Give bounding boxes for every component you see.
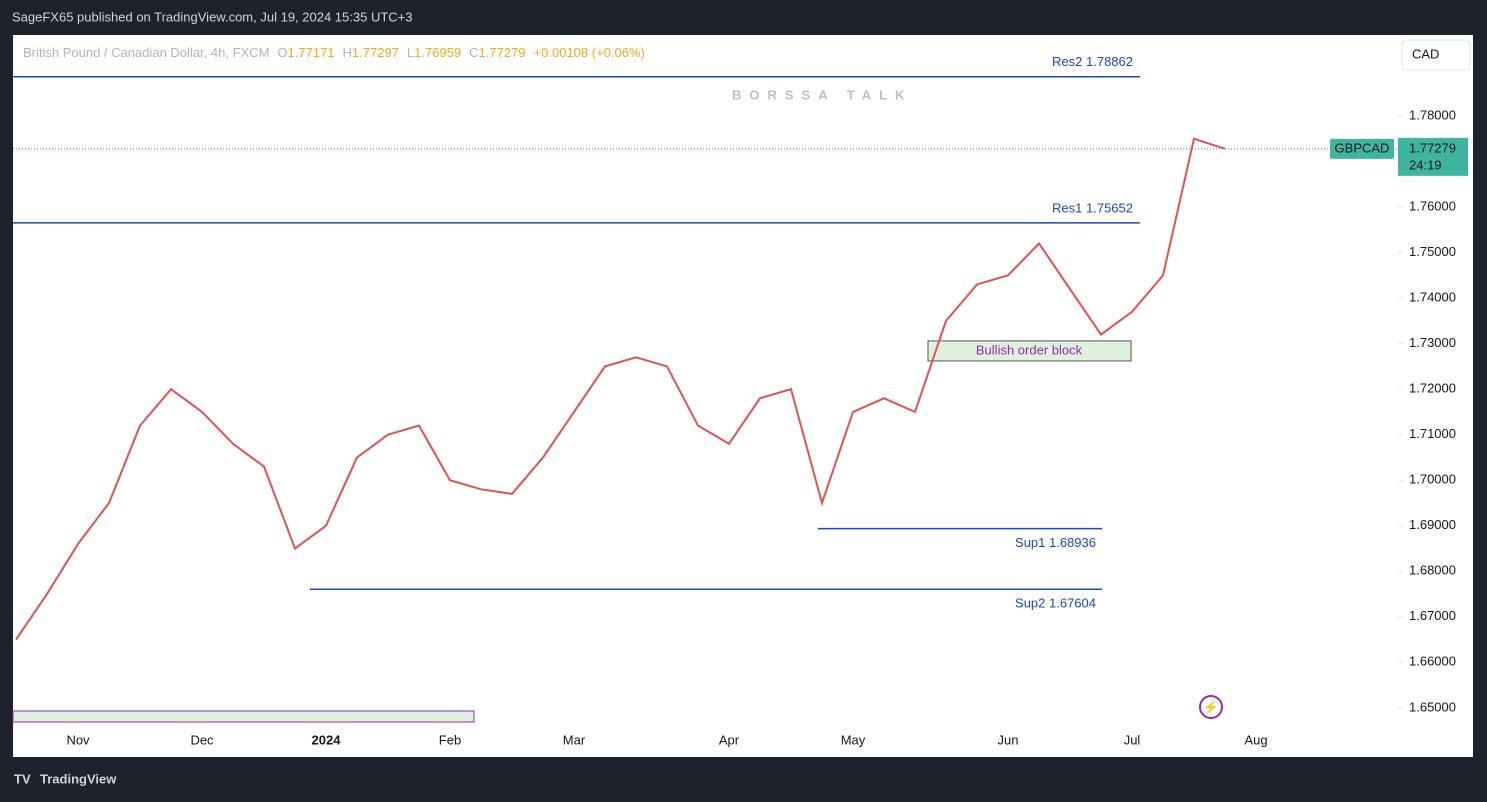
symbol: British Pound / Canadian Dollar, 4h, FXC…: [23, 45, 269, 60]
symbol-tag: [1330, 138, 1394, 159]
x-tick-label: Dec: [190, 732, 214, 747]
x-tick-label: Jul: [1124, 732, 1141, 747]
y-tick-label: 1.66000: [1409, 654, 1456, 669]
y-tick-label: 1.69000: [1409, 517, 1456, 532]
x-tick-label: Aug: [1244, 732, 1267, 747]
change: +0.00108 (+0.06%): [534, 45, 645, 60]
alert-icon[interactable]: [1199, 695, 1223, 719]
ohlc-key: C: [469, 45, 478, 60]
ohlc-value: 1.76959: [414, 45, 461, 60]
level-label: Sup1 1.68936: [1015, 535, 1096, 550]
footer-brand[interactable]: TradingView: [40, 771, 117, 786]
alert-glyph[interactable]: ⚡: [1203, 699, 1219, 715]
ohlc-value: 1.77297: [352, 45, 399, 60]
x-tick-label: 2024: [312, 732, 342, 747]
ohlc-value: 1.77171: [288, 45, 335, 60]
y-tick-label: 1.65000: [1409, 699, 1456, 714]
footer-logo: TV: [14, 771, 31, 786]
ohlc-key: H: [343, 45, 352, 60]
ohlc-key: L: [407, 45, 414, 60]
x-tick-label: Nov: [66, 732, 90, 747]
order-block: [927, 340, 1132, 362]
y-tick-label: 1.75000: [1409, 244, 1456, 259]
publish-info: SageFX65 published on TradingView.com, J…: [12, 9, 413, 24]
watermark: BORSSA TALK: [732, 87, 912, 102]
countdown-label: 24:19: [1409, 157, 1442, 172]
level-label: Res2 1.78862: [1052, 54, 1133, 69]
ohlc-key: O: [277, 45, 287, 60]
y-tick-label: 1.78000: [1409, 107, 1456, 122]
y-tick-label: 1.70000: [1409, 472, 1456, 487]
zone-box: [12, 710, 475, 723]
symbol-tag-label: GBPCAD: [1335, 140, 1390, 155]
price-line: [15, 137, 1226, 641]
currency-button[interactable]: [1401, 39, 1471, 71]
y-tick-label: 1.72000: [1409, 381, 1456, 396]
x-tick-label: Apr: [719, 732, 740, 747]
x-tick-label: Feb: [439, 732, 461, 747]
price-tag-label: 1.77279: [1409, 140, 1456, 155]
legend: British Pound / Canadian Dollar, 4h, FXC…: [23, 45, 645, 60]
price-tag: [1398, 137, 1468, 176]
plot-area: [13, 35, 1473, 757]
order-block-label: Bullish order block: [976, 342, 1083, 357]
y-tick-label: 1.74000: [1409, 290, 1456, 305]
ohlc-value: 1.77279: [479, 45, 526, 60]
y-tick-label: 1.71000: [1409, 426, 1456, 441]
level-label: Sup2 1.67604: [1015, 596, 1096, 611]
x-tick-label: Mar: [563, 732, 586, 747]
x-tick-label: May: [841, 732, 866, 747]
currency-label[interactable]: CAD: [1412, 46, 1439, 61]
x-tick-label: Jun: [998, 732, 1019, 747]
y-tick-label: 1.73000: [1409, 335, 1456, 350]
y-tick-label: 1.67000: [1409, 608, 1456, 623]
level-label: Res1 1.75652: [1052, 200, 1133, 215]
y-tick-label: 1.68000: [1409, 563, 1456, 578]
y-tick-label: 1.76000: [1409, 199, 1456, 214]
legend-text: British Pound / Canadian Dollar, 4h, FXC…: [23, 45, 645, 60]
